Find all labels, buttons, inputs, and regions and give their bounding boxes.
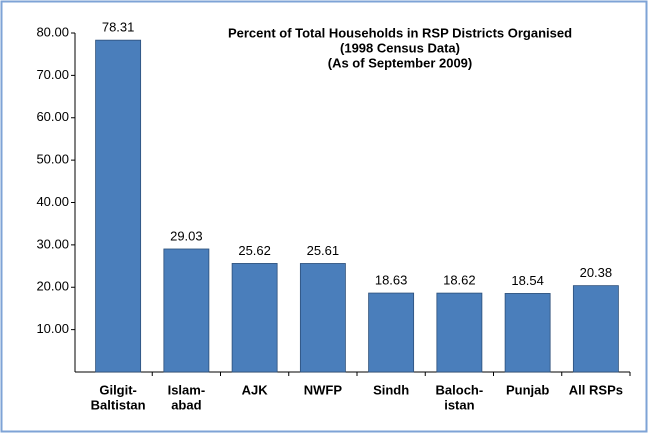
bar bbox=[163, 248, 210, 373]
bar bbox=[95, 39, 142, 373]
data-label: 78.31 bbox=[102, 20, 135, 35]
x-tick-label: Islam- bbox=[168, 382, 206, 397]
data-label: 20.38 bbox=[580, 265, 613, 280]
y-tick-label: 30.00 bbox=[36, 236, 69, 251]
data-label: 25.61 bbox=[307, 243, 340, 258]
y-tick-label: 20.00 bbox=[36, 279, 69, 294]
data-label: 29.03 bbox=[170, 228, 203, 243]
x-tick-label: AJK bbox=[242, 382, 269, 397]
data-label: 18.62 bbox=[443, 273, 476, 288]
chart-title: (1998 Census Data) bbox=[340, 40, 460, 55]
chart-title: (As of September 2009) bbox=[328, 55, 473, 70]
x-tick-label: Sindh bbox=[373, 382, 409, 397]
y-tick-label: 10.00 bbox=[36, 321, 69, 336]
x-tick-label: Punjab bbox=[506, 382, 549, 397]
bar bbox=[572, 285, 619, 373]
y-tick-label: 60.00 bbox=[36, 109, 69, 124]
y-tick-label: 70.00 bbox=[36, 67, 69, 82]
y-tick-label: 40.00 bbox=[36, 194, 69, 209]
x-tick-label: All RSPs bbox=[569, 382, 623, 397]
x-tick-label: Baltistan bbox=[91, 397, 146, 412]
data-label: 18.54 bbox=[511, 273, 544, 288]
x-tick-label: Baloch- bbox=[436, 382, 484, 397]
bar bbox=[504, 293, 551, 373]
y-tick-label: 50.00 bbox=[36, 152, 69, 167]
x-tick-label: NWFP bbox=[304, 382, 343, 397]
data-label: 18.63 bbox=[375, 272, 408, 287]
x-tick-label: istan bbox=[444, 397, 474, 412]
bar bbox=[368, 292, 415, 373]
data-label: 25.62 bbox=[238, 243, 271, 258]
bar bbox=[231, 263, 278, 373]
x-tick-label: Gilgit- bbox=[99, 382, 137, 397]
x-tick-label: abad bbox=[171, 397, 201, 412]
y-tick-label: 80.00 bbox=[36, 24, 69, 39]
chart-title: Percent of Total Households in RSP Distr… bbox=[228, 25, 572, 40]
bar bbox=[436, 292, 483, 373]
bar bbox=[299, 263, 346, 373]
